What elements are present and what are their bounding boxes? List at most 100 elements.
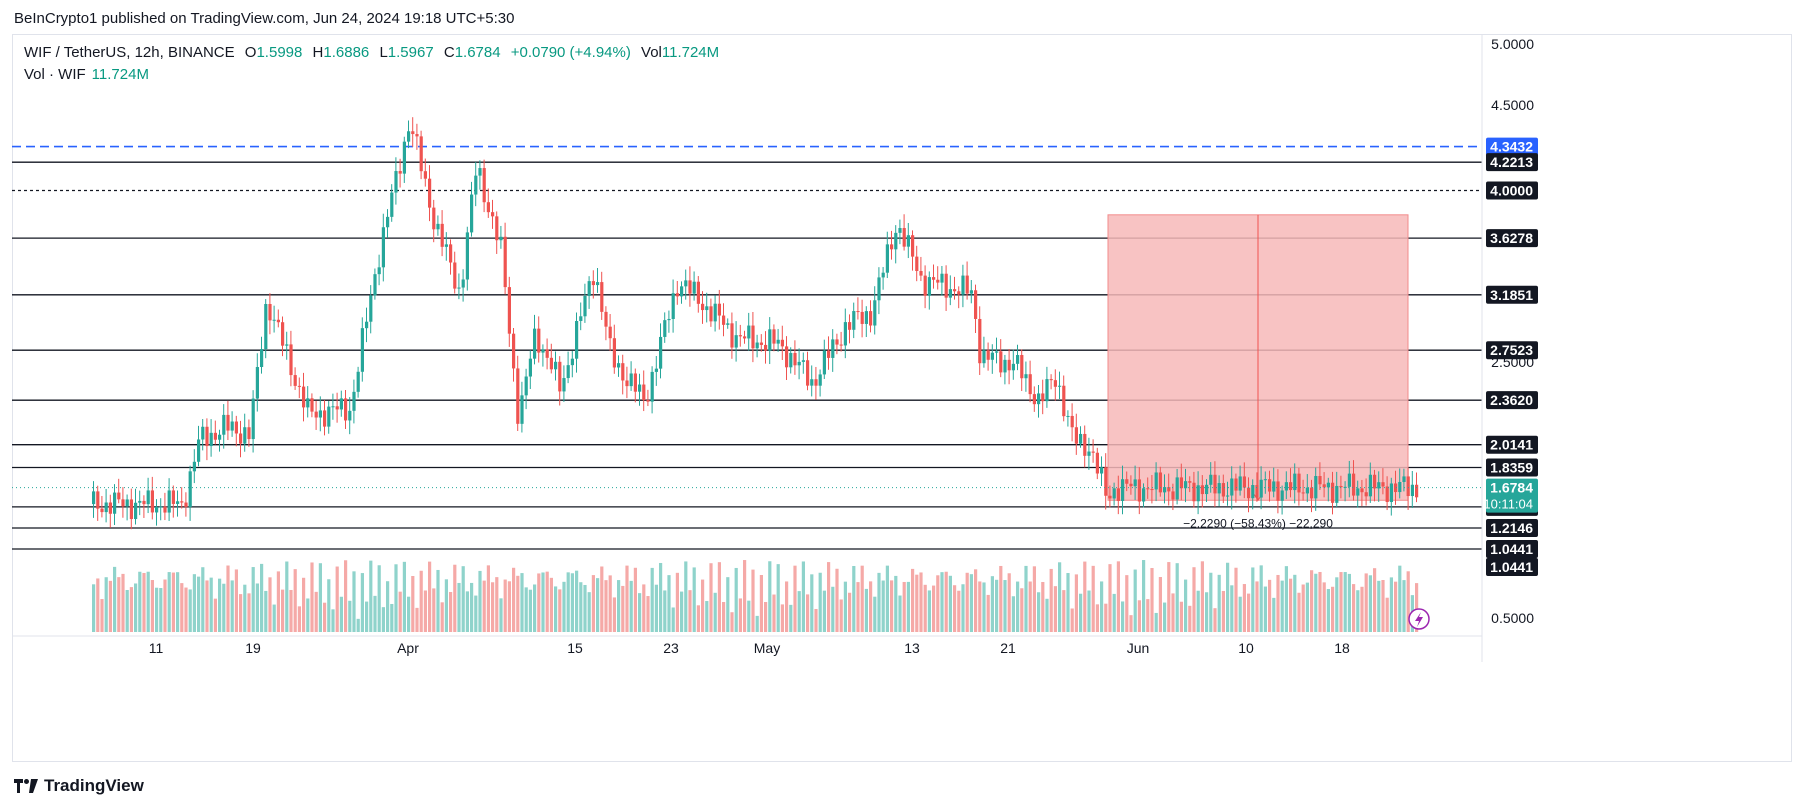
candle-down (688, 280, 692, 294)
volume-bar (541, 572, 545, 632)
volume-bar (1280, 580, 1284, 632)
close-value: 1.6784 (454, 44, 501, 61)
candle-up (982, 350, 986, 364)
candle-up (365, 321, 369, 329)
volume-bar (1100, 581, 1104, 632)
volume-bar (1394, 581, 1398, 632)
candle-up (104, 502, 108, 513)
candle-down (986, 350, 990, 360)
volume-bar (1255, 581, 1259, 632)
volume-bar (600, 566, 604, 632)
candle-down (1247, 487, 1251, 499)
candle-down (1289, 482, 1293, 491)
time-tick-label: May (754, 640, 780, 656)
candle-down (793, 352, 797, 366)
candle-down (743, 336, 747, 339)
candle-up (684, 280, 688, 287)
volume-bar (1385, 597, 1389, 632)
volume-bar (612, 597, 616, 632)
volume-bar (944, 571, 948, 632)
candle-up (575, 320, 579, 359)
volume-bar (923, 584, 927, 632)
volume-bar (713, 592, 717, 632)
candle-up (1045, 379, 1049, 402)
volume-legend-label[interactable]: Vol · WIF (24, 66, 86, 83)
candle-up (843, 322, 847, 346)
candle-down (772, 329, 776, 344)
candle-up (352, 391, 356, 411)
volume-bar (982, 582, 986, 632)
candle-up (797, 361, 801, 366)
volume-bar (1032, 566, 1036, 632)
candle-down (974, 290, 978, 319)
volume-bar (516, 575, 520, 632)
level-price-tag (1486, 558, 1538, 576)
time-tick-label: 19 (245, 640, 261, 656)
volume-bar (638, 593, 642, 632)
volume-bar (150, 580, 154, 632)
candle-down (1150, 489, 1154, 491)
volume-bar (276, 571, 280, 632)
candle-up (1272, 481, 1276, 492)
volume-bar (1289, 578, 1293, 632)
volume-bar (1305, 582, 1309, 632)
volume-bar (667, 575, 671, 632)
candle-down (302, 386, 306, 408)
volume-bar (1364, 573, 1368, 632)
volume-bar (1242, 584, 1246, 632)
volume-bar (1041, 581, 1045, 632)
candle-down (503, 236, 507, 288)
candle-up (659, 336, 663, 369)
volume-bar (323, 602, 327, 632)
candle-down (764, 344, 768, 351)
candle-down (1070, 415, 1074, 428)
candle-down (1385, 486, 1389, 503)
volume-bar (818, 572, 822, 632)
candle-up (650, 371, 654, 402)
candle-up (852, 311, 856, 330)
time-tick-label: 21 (1000, 640, 1016, 656)
volume-bar (864, 588, 868, 632)
candle-up (1410, 484, 1414, 497)
candle-down (780, 339, 784, 347)
volume-bar (121, 573, 125, 632)
volume-bar (1112, 593, 1116, 632)
volume-bar (192, 574, 196, 632)
volume-bar (709, 563, 713, 632)
candle-down (953, 289, 957, 292)
candle-up (197, 439, 201, 462)
tradingview-brand[interactable]: TradingView (14, 776, 144, 796)
candle-up (260, 349, 264, 368)
candle-up (579, 316, 583, 321)
volume-bar (360, 573, 364, 632)
volume-bar (1163, 602, 1167, 632)
candle-down (675, 293, 679, 297)
candle-up (222, 414, 226, 435)
vol-label: Vol (641, 44, 662, 61)
volume-bar (558, 589, 562, 632)
volume-bar (633, 567, 637, 632)
volume-bar (562, 581, 566, 632)
candle-up (995, 351, 999, 353)
candle-down (1297, 473, 1301, 493)
candle-down (785, 346, 789, 368)
volume-bar (1104, 603, 1108, 632)
volume-bar (843, 581, 847, 632)
volume-bar (331, 609, 335, 632)
level-price-tag-label: 2.3620 (1490, 392, 1533, 408)
volume-bar (1028, 581, 1032, 632)
candle-up (243, 427, 247, 444)
candle-up (461, 279, 465, 288)
candle-down (1125, 479, 1129, 484)
candle-up (898, 228, 902, 233)
volume-bar (243, 584, 247, 632)
volume-bar (806, 594, 810, 632)
candle-up (255, 367, 259, 399)
candle-down (1331, 482, 1335, 503)
candle-down (869, 311, 873, 326)
symbol-label[interactable]: WIF / TetherUS, 12h, BINANCE (24, 44, 235, 61)
volume-bar (1079, 593, 1083, 632)
volume-bar (621, 585, 625, 632)
candle-up (369, 295, 373, 322)
